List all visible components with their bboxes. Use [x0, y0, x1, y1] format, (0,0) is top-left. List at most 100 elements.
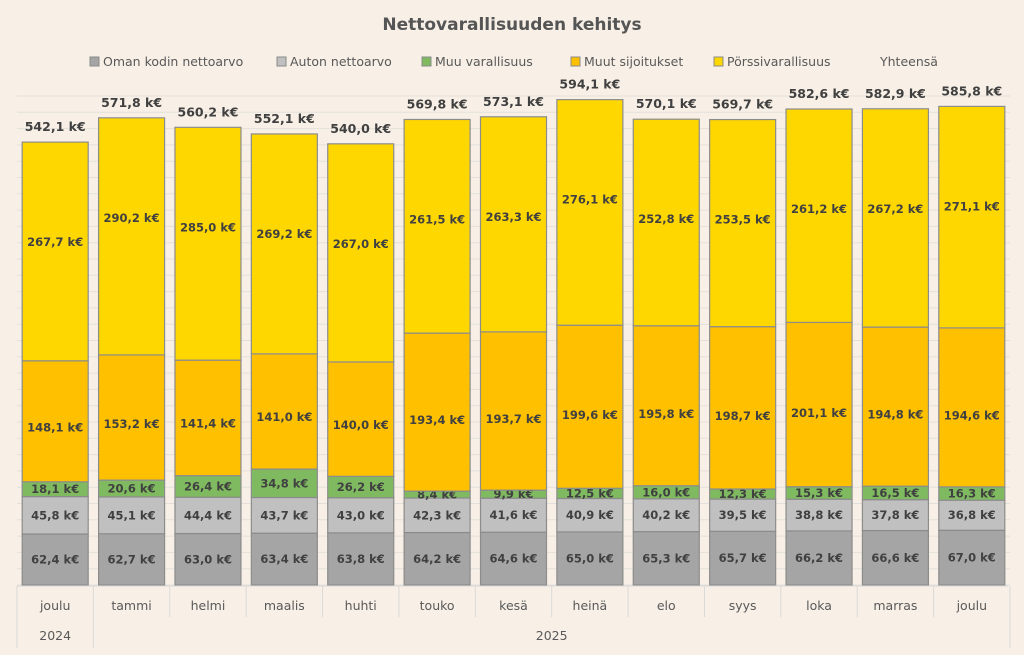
- category-label: loka: [806, 598, 832, 613]
- bar-stack: 66,6 k€ 37,8 k€ 16,5 k€ 194,8 k€ 267,2 k€: [861, 108, 930, 586]
- chart-title: Nettovarallisuuden kehitys: [382, 15, 641, 35]
- bar-stack: 64,6 k€41,6 k€9,9 k€193,7 k€263,3 k€: [479, 116, 548, 586]
- bar-segment: [250, 353, 318, 470]
- bar-segment: [861, 108, 930, 328]
- bar-segment: [250, 496, 318, 534]
- data-label: 26,2 k€: [337, 480, 385, 494]
- data-label: 198,7 k€: [715, 409, 771, 423]
- bar-segment: [327, 532, 395, 586]
- bar-segment: [938, 499, 1006, 531]
- total-label: 582,6 k€: [789, 86, 850, 101]
- bar-stack: 63,4 k€ 43,7 k€ 34,8 k€ 141,0 k€ 269,2 k€: [250, 133, 318, 586]
- data-label: 43,0 k€: [337, 508, 385, 522]
- data-label: 40,2 k€: [642, 508, 690, 522]
- bar-segment: [556, 99, 624, 326]
- legend: Oman kodin nettoarvo Auton nettoarvo Muu v…: [89, 54, 938, 69]
- legend-swatch-4: [713, 56, 724, 67]
- data-label: 267,0 k€: [333, 237, 389, 251]
- legend-label-5: Yhteensä: [879, 54, 938, 69]
- bar-stack: 63,8 k€ 43,0 k€ 26,2 k€ 140,0 k€ 267,0 k€: [327, 143, 395, 586]
- data-label: 64,6 k€: [489, 552, 537, 566]
- data-label: 195,8 k€: [638, 407, 694, 421]
- category-label: tammi: [111, 598, 151, 613]
- data-label: 66,6 k€: [871, 551, 919, 565]
- bar-segment: [785, 321, 853, 488]
- legend-swatch-2: [421, 56, 432, 67]
- bar-segment: [785, 498, 853, 532]
- bar-stack: 65,3 k€ 40,2 k€ 16,0 k€ 195,8 k€ 252,8 k€: [632, 118, 700, 586]
- bar-segment: [479, 497, 548, 533]
- data-label: 140,0 k€: [333, 418, 389, 432]
- bar-segment: [938, 529, 1006, 586]
- category-label: huhti: [345, 598, 377, 613]
- bars: 62,4 k€45,8 k€18,1 k€148,1 k€267,7 k€62,…: [21, 99, 1006, 586]
- data-label: 45,8 k€: [31, 508, 79, 522]
- data-label: 199,6 k€: [562, 408, 618, 422]
- bar-stack: 65,7 k€ 39,5 k€ 12,3 k€ 198,7 k€ 253,5 k€: [709, 118, 777, 586]
- bar-segment: [785, 108, 853, 324]
- data-label: 40,9 k€: [566, 508, 614, 522]
- bar-segment: [403, 332, 471, 492]
- bar-stack: 67,0 k€ 36,8 k€ 16,3 k€ 194,6 k€ 271,1 k€: [938, 105, 1006, 586]
- bar-segment: [479, 531, 548, 586]
- bar-segment: [632, 531, 700, 586]
- data-label: 16,0 k€: [642, 485, 690, 499]
- data-label: 12,5 k€: [566, 486, 614, 500]
- bar-stack: 65,0 k€ 40,9 k€ 12,5 k€ 199,6 k€ 276,1 k€: [556, 99, 624, 586]
- data-label: 62,4 k€: [31, 553, 79, 567]
- legend-swatch-0: [89, 56, 100, 67]
- x-axis: joulu tammi helmi maalis huhti touko kesä heinä…: [16, 585, 1011, 648]
- data-label: 252,8 k€: [638, 212, 694, 226]
- category-label: kesä: [499, 598, 528, 613]
- data-label: 63,4 k€: [260, 552, 308, 566]
- bar-segment: [250, 133, 318, 355]
- bar-segment: [861, 326, 930, 487]
- data-label: 62,7 k€: [108, 552, 156, 566]
- bar-segment: [21, 360, 89, 483]
- legend-label-1: Auton nettoarvo: [290, 54, 392, 69]
- bar-stack: 63,0 k€ 44,4 k€ 26,4 k€ 141,4 k€ 285,0 k€: [174, 126, 242, 586]
- bar-segment: [632, 498, 700, 533]
- bar-segment: [403, 118, 471, 334]
- category-label: joulu: [39, 598, 70, 613]
- category-label: syys: [729, 598, 757, 613]
- bar-segment: [327, 361, 395, 477]
- category-label: helmi: [191, 598, 226, 613]
- data-label: 194,8 k€: [867, 408, 923, 422]
- data-label: 271,1 k€: [944, 199, 1000, 213]
- bar-segment: [479, 331, 548, 491]
- bar-segment: [709, 530, 777, 586]
- data-label: 39,5 k€: [719, 508, 767, 522]
- data-label: 38,8 k€: [795, 508, 843, 522]
- total-label: 552,1 k€: [254, 111, 315, 126]
- category-label: touko: [420, 598, 455, 613]
- bar-segment: [938, 105, 1006, 329]
- data-label: 45,1 k€: [108, 508, 156, 522]
- year-group-label: 2024: [39, 628, 71, 643]
- total-label: 569,8 k€: [407, 96, 468, 111]
- category-label: maalis: [264, 598, 305, 613]
- total-label: 594,1 k€: [559, 77, 620, 92]
- data-label: 37,8 k€: [871, 508, 919, 522]
- data-label: 285,0 k€: [180, 220, 236, 234]
- data-label: 153,2 k€: [104, 417, 160, 431]
- data-label: 267,2 k€: [867, 202, 923, 216]
- data-label: 64,2 k€: [413, 552, 461, 566]
- bar-segment: [709, 118, 777, 328]
- total-labels: 542,1 k€ 571,8 k€ 560,2 k€ 552,1 k€ 540,0 k€…: [25, 77, 1003, 136]
- total-label: 571,8 k€: [101, 95, 162, 110]
- data-label: 193,4 k€: [409, 413, 465, 427]
- bar-segment: [97, 496, 166, 535]
- bar-segment: [97, 354, 166, 481]
- category-label: heinä: [573, 598, 608, 613]
- bar-segment: [479, 116, 548, 333]
- data-label: 201,1 k€: [791, 406, 847, 420]
- data-label: 63,8 k€: [337, 552, 385, 566]
- data-label: 194,6 k€: [944, 408, 1000, 422]
- bar-segment: [556, 531, 624, 586]
- total-label: 570,1 k€: [636, 96, 697, 111]
- year-group-label: 2025: [536, 628, 568, 643]
- bar-segment: [21, 533, 89, 586]
- total-label: 569,7 k€: [712, 97, 773, 112]
- data-label: 65,0 k€: [566, 551, 614, 565]
